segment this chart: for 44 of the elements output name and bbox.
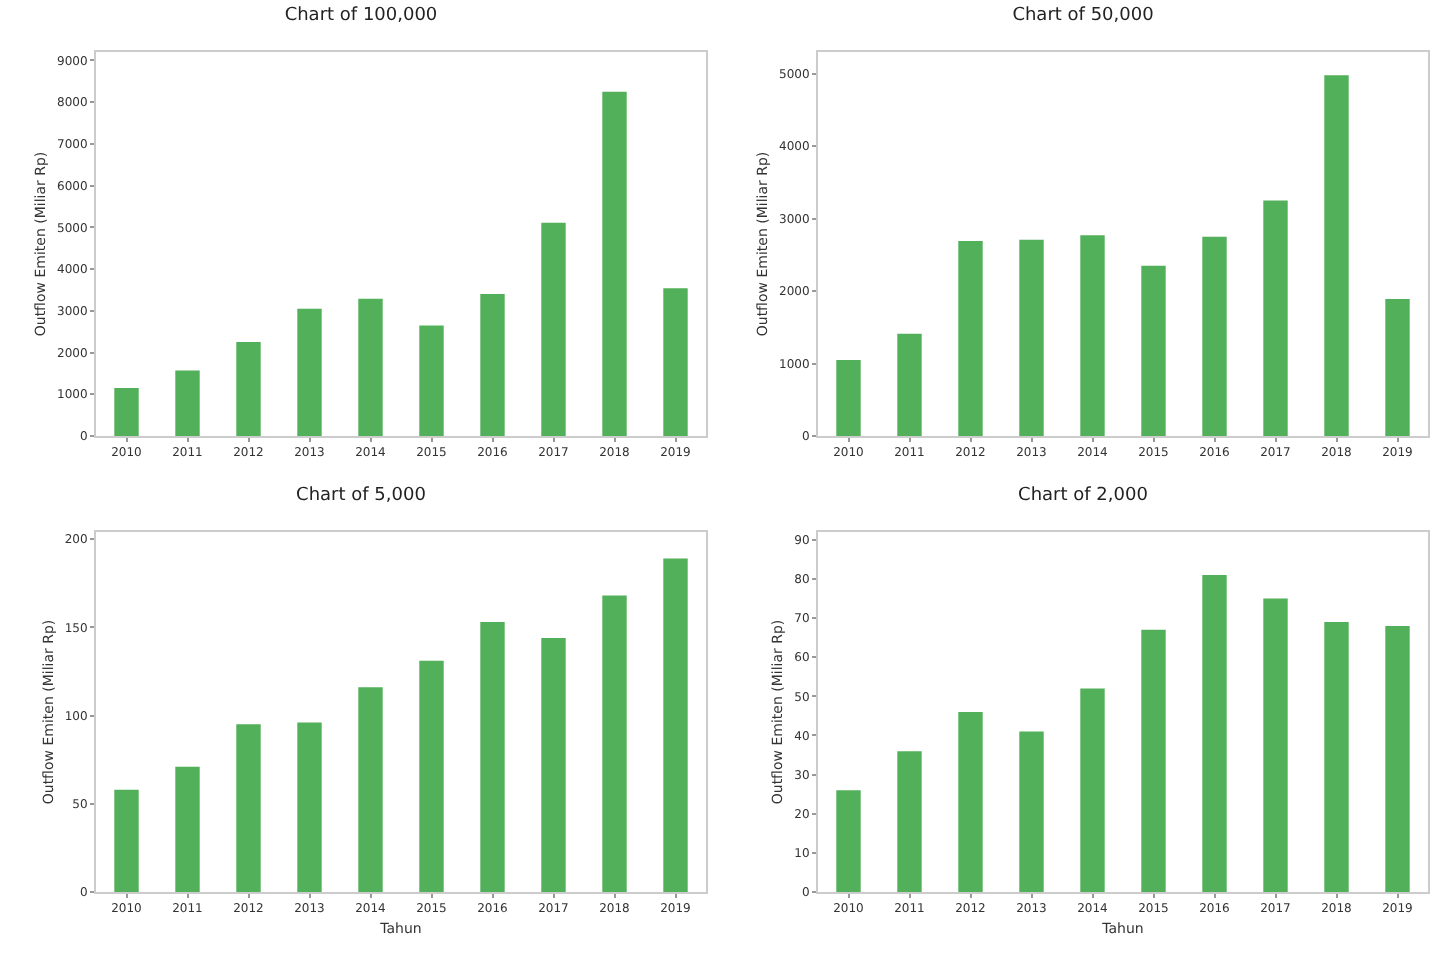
chart-title: Chart of 5,000 (296, 485, 427, 506)
bar (541, 222, 566, 436)
bar (1080, 235, 1105, 436)
bar (114, 388, 139, 436)
chart-title: Chart of 50,000 (1012, 5, 1155, 26)
bar (1019, 239, 1044, 436)
bar (419, 325, 444, 436)
bar (958, 712, 983, 892)
bar (1385, 299, 1410, 436)
bar (897, 333, 922, 436)
bar (1141, 629, 1166, 892)
bar (480, 294, 505, 436)
bar (1202, 575, 1227, 892)
bar (1263, 598, 1288, 892)
bar (358, 298, 383, 436)
bar (1202, 236, 1227, 436)
bar (297, 308, 322, 436)
bar (236, 724, 261, 892)
bar (419, 660, 444, 892)
bar (663, 558, 688, 892)
bar (1263, 200, 1288, 436)
bar (114, 789, 139, 892)
bar (958, 241, 983, 436)
chart-title: Chart of 2,000 (1018, 485, 1149, 506)
bar (602, 595, 627, 892)
bar (297, 722, 322, 892)
bar (541, 637, 566, 892)
bar (1324, 622, 1349, 892)
bar (358, 687, 383, 892)
bar (480, 622, 505, 892)
bar (236, 342, 261, 436)
bar (1324, 75, 1349, 436)
bar (1080, 688, 1105, 892)
bar (836, 790, 861, 892)
chart-title: Chart of 100,000 (284, 5, 438, 26)
bar (602, 91, 627, 436)
bar (1141, 265, 1166, 436)
bar (175, 370, 200, 436)
bar (663, 288, 688, 436)
bar (1385, 625, 1410, 892)
bar (1019, 731, 1044, 892)
bar (836, 359, 861, 436)
bar (897, 751, 922, 892)
bar (175, 766, 200, 892)
